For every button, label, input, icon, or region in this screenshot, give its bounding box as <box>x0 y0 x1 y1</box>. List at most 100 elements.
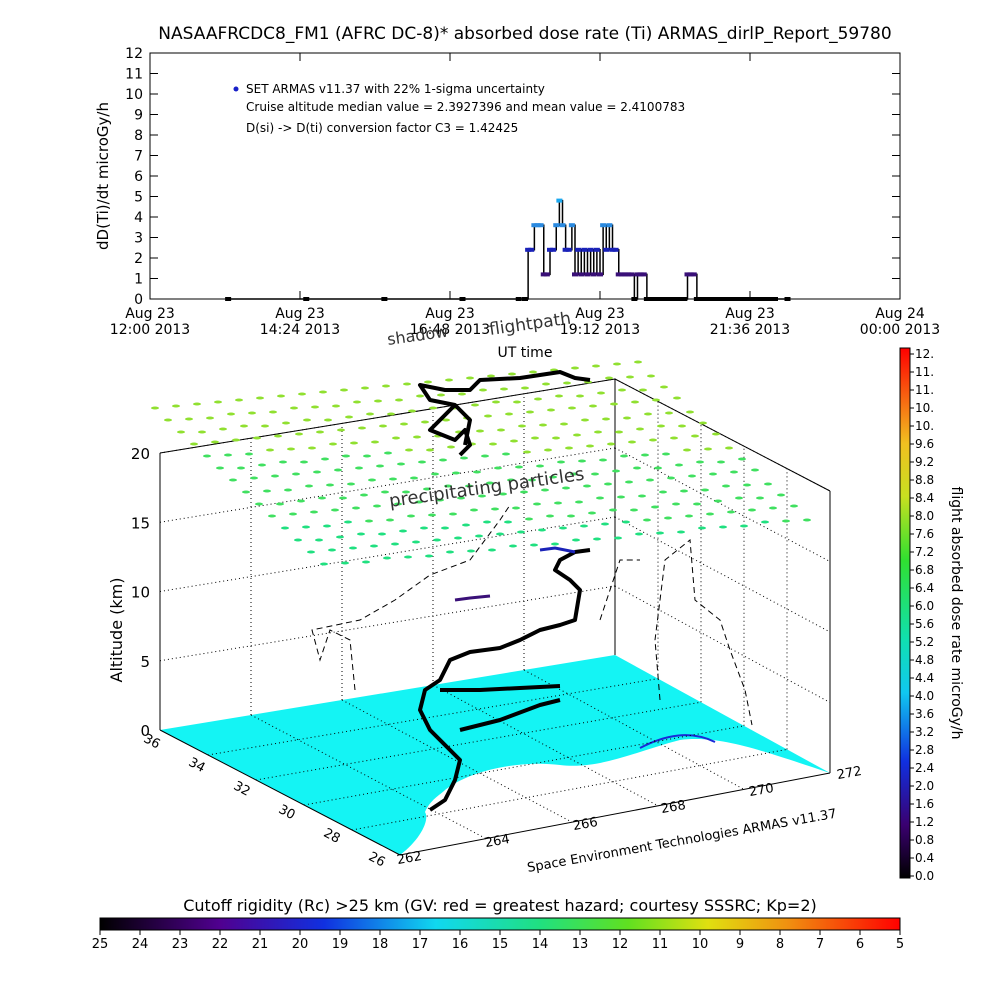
ts-data-point <box>562 247 569 252</box>
particle-marker <box>305 484 313 488</box>
particle-marker <box>567 514 575 518</box>
ts-data-point <box>750 297 757 301</box>
ts-series-dose-rate <box>225 198 791 301</box>
particle-marker <box>337 428 345 432</box>
particle-marker <box>748 508 756 512</box>
particle-marker <box>452 471 460 475</box>
particle-marker <box>349 546 357 550</box>
particle-marker <box>657 424 665 428</box>
particle-marker <box>320 562 328 566</box>
dose-colorbar-tick-label: 4.8 <box>915 653 934 667</box>
ts-data-point <box>537 223 544 228</box>
particle-marker <box>635 532 643 536</box>
particle-marker <box>607 442 615 446</box>
particle-marker <box>555 394 563 398</box>
particle-marker <box>360 493 368 497</box>
particle-marker <box>541 488 549 492</box>
particle-marker <box>308 446 316 450</box>
particle-marker <box>177 430 185 434</box>
particle-marker <box>659 490 667 494</box>
ts-data-point <box>643 297 650 301</box>
particle-marker <box>206 416 214 420</box>
particle-marker <box>332 404 340 408</box>
particle-marker <box>620 454 628 458</box>
label-shadow: shadow <box>386 322 449 349</box>
particle-marker <box>699 421 707 425</box>
ts-data-point <box>225 297 232 301</box>
particle-marker <box>486 481 494 485</box>
particle-marker <box>347 482 355 486</box>
particle-marker <box>488 548 496 552</box>
particle-marker <box>310 510 318 514</box>
particle-marker <box>229 478 237 482</box>
particle-marker <box>712 432 720 436</box>
particle-marker <box>738 457 746 461</box>
rigidity-colorbar-gradient <box>99 917 901 931</box>
ts-data-point <box>587 247 594 252</box>
ts-data-point <box>675 297 682 301</box>
dose-colorbar-tick-label: 0.8 <box>915 833 934 847</box>
dose-colorbar-gradient <box>899 347 911 879</box>
ts-data-point <box>678 297 685 301</box>
longitude-tick-label: 268 <box>660 798 687 817</box>
ts-y-tick-label: 5 <box>134 190 143 206</box>
particle-marker <box>769 506 777 510</box>
particle-marker <box>580 524 588 528</box>
dose-colorbar-tick-label: 10. <box>915 401 934 415</box>
particle-marker <box>625 480 633 484</box>
ts-y-tick-label: 2 <box>134 251 143 267</box>
particle-marker <box>609 508 617 512</box>
particle-marker <box>216 466 224 470</box>
particle-marker <box>660 385 668 389</box>
particle-marker <box>672 502 680 506</box>
particle-marker <box>386 518 394 522</box>
rigidity-colorbar-tick-label: 14 <box>532 937 549 952</box>
right-wall-gridline <box>614 585 831 703</box>
ts-data-point <box>525 247 532 252</box>
particle-marker <box>530 543 538 547</box>
particle-marker <box>350 441 358 445</box>
particle-marker <box>442 418 450 422</box>
ts-data-point <box>693 297 700 301</box>
particle-marker <box>429 406 437 410</box>
particle-marker <box>777 493 785 497</box>
particle-marker <box>410 476 418 480</box>
particle-marker <box>444 484 452 488</box>
ts-data-point <box>687 272 694 277</box>
particle-marker <box>544 448 552 452</box>
flightpath-line <box>418 370 591 812</box>
particle-marker <box>559 526 567 530</box>
particle-marker <box>394 502 402 506</box>
ts-data-point <box>459 297 466 301</box>
particle-marker <box>447 445 455 449</box>
particle-marker <box>693 502 701 506</box>
particle-marker <box>610 402 618 406</box>
particle-marker <box>704 447 712 451</box>
particle-marker <box>633 466 641 470</box>
rigidity-colorbar-tick-label: 11 <box>652 937 669 952</box>
particle-marker <box>219 427 227 431</box>
particle-marker <box>399 529 407 533</box>
particle-marker <box>290 406 298 410</box>
particle-marker <box>300 460 308 464</box>
ts-data-point <box>640 272 647 277</box>
ts-data-point <box>753 297 760 301</box>
particle-marker <box>295 432 303 436</box>
particle-marker <box>735 496 743 500</box>
longitude-tick-labels: 262 264 266 268 270 272 <box>396 764 863 868</box>
particle-marker <box>214 400 222 404</box>
particle-marker <box>554 501 562 505</box>
ts-data-point <box>668 297 675 301</box>
floor-grid-lon <box>432 684 659 807</box>
ts-x-axis-label: UT time <box>498 345 553 361</box>
particle-marker <box>571 366 579 370</box>
particle-marker <box>691 434 699 438</box>
ts-y-tick-label: 4 <box>134 210 143 226</box>
particle-marker <box>476 429 484 433</box>
particle-marker <box>551 542 559 546</box>
particle-marker <box>601 522 609 526</box>
rigidity-colorbar-tick-label: 15 <box>492 937 509 952</box>
particle-marker <box>316 430 324 434</box>
latitude-tick-label: 26 <box>366 849 388 870</box>
